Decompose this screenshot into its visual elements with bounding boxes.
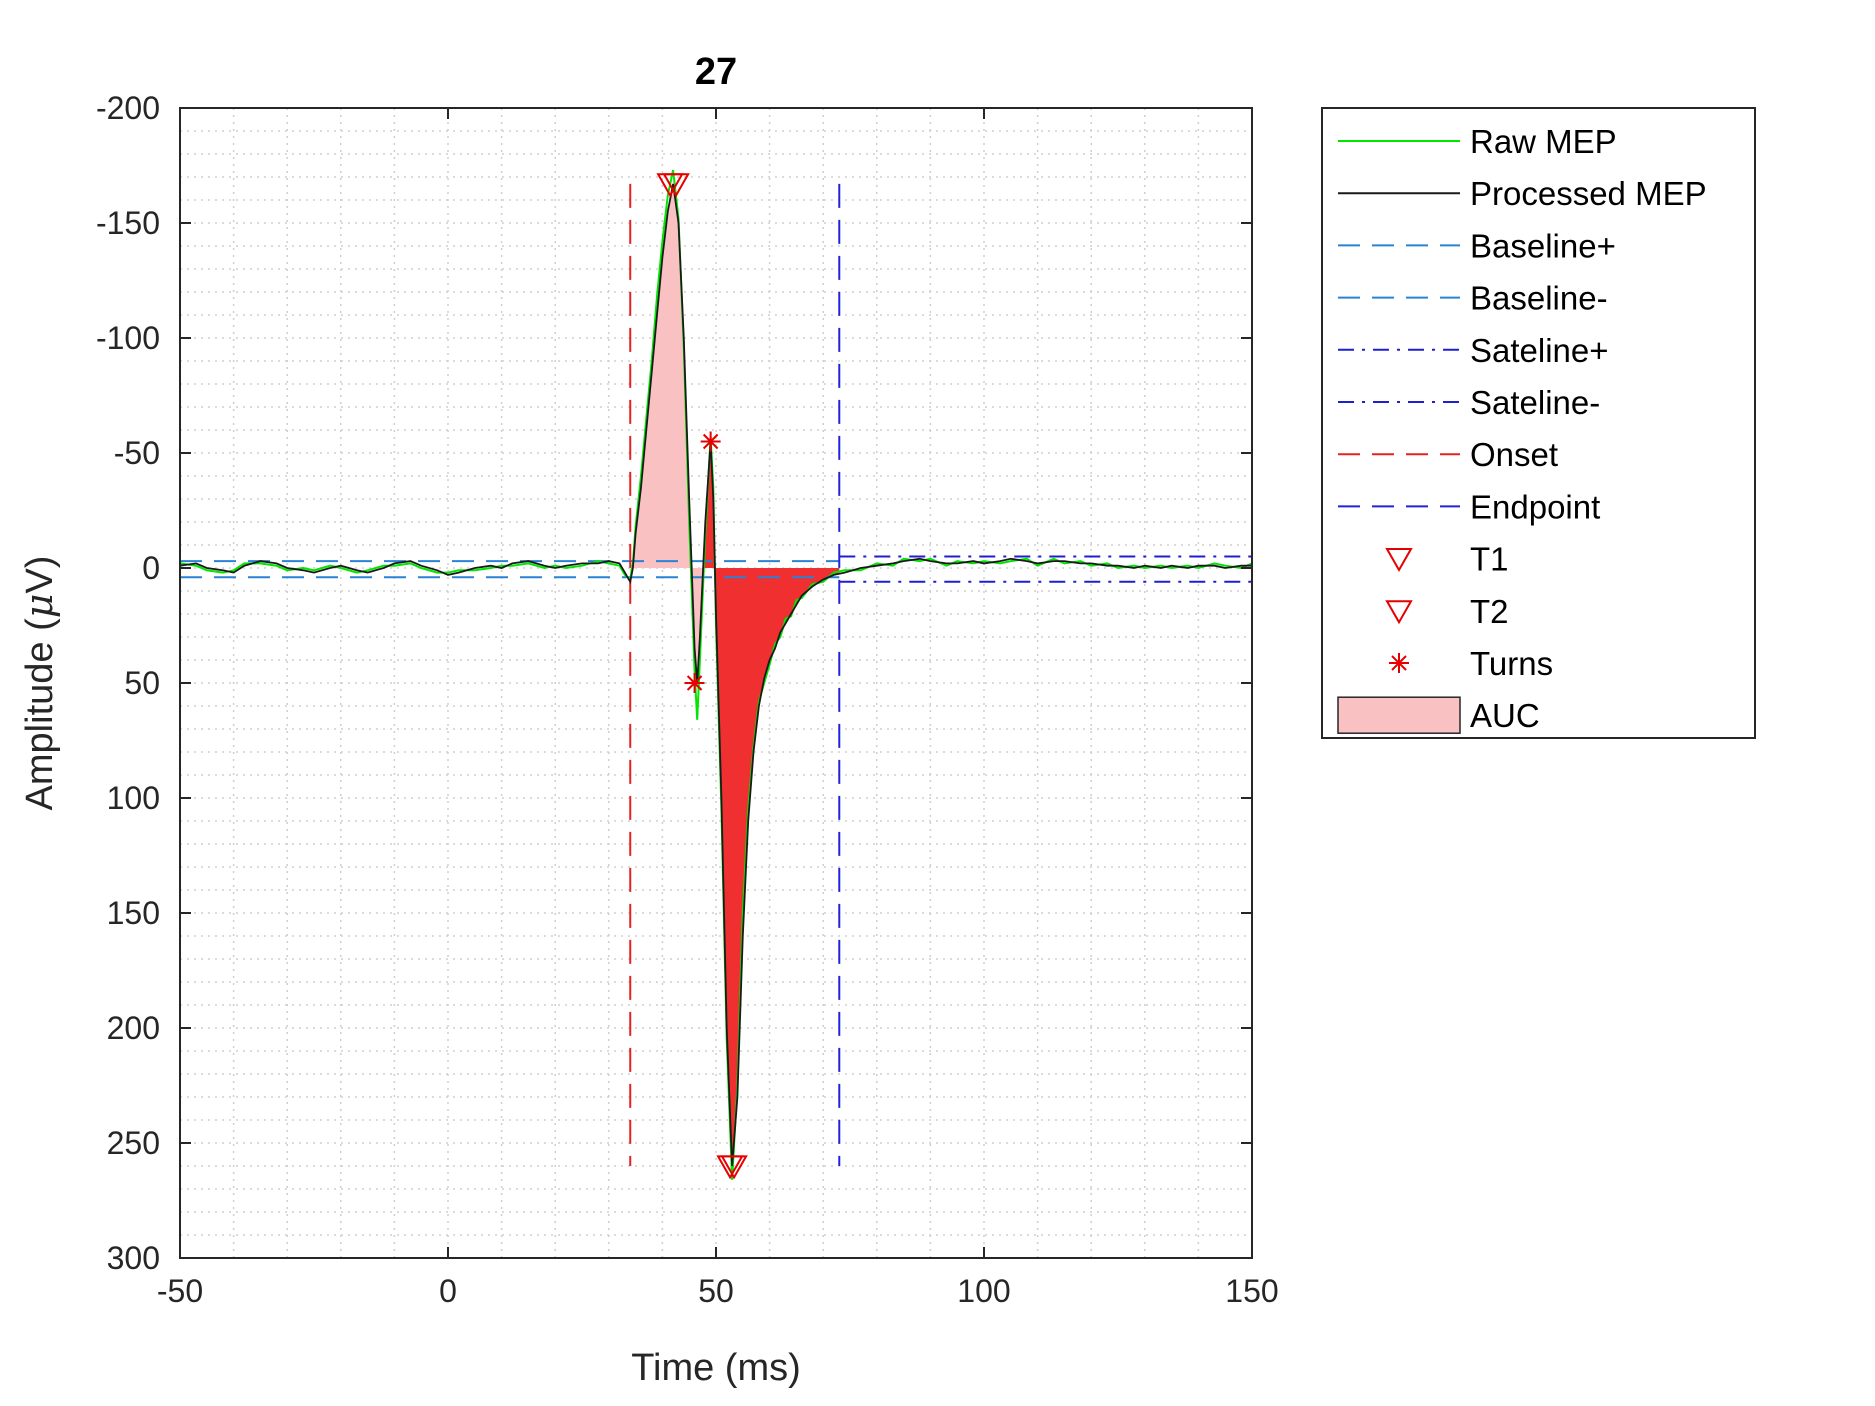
legend-swatch-t1 — [1385, 548, 1413, 573]
t2-marker — [716, 1155, 744, 1180]
x-axis-title: Time (ms) — [631, 1347, 801, 1389]
legend-label-auc: AUC — [1470, 697, 1540, 734]
legend-label-turns: Turns — [1470, 645, 1553, 682]
y-tick-label: 150 — [107, 895, 160, 931]
auc-region — [632, 183, 692, 568]
chart-title: 27 — [695, 51, 737, 93]
legend-label-onset: Onset — [1470, 436, 1558, 473]
y-tick-label: 200 — [107, 1010, 160, 1046]
x-tick-label: 50 — [698, 1273, 734, 1309]
auc-region — [691, 568, 704, 683]
ticks: -50 0 50 100 150 -200 -150 -100 -50 0 50 100 150 200 2… — [96, 90, 1279, 1309]
legend-swatch-turns — [1389, 653, 1409, 673]
legend-box — [1321, 107, 1756, 739]
markers — [656, 173, 748, 1180]
y-tick-label: 300 — [107, 1240, 160, 1276]
y-tick-label: -200 — [96, 90, 160, 126]
legend-label-endpoint: Endpoint — [1470, 488, 1600, 525]
legend-label-baseline_minus: Baseline- — [1470, 280, 1608, 317]
legend-swatch-auc — [1337, 696, 1461, 734]
y-tick-label: -150 — [96, 205, 160, 241]
legend-label-sateline_minus: Sateline- — [1470, 384, 1600, 421]
y-axis-title-unit: V) — [19, 556, 61, 594]
y-axis-title: Amplitude (μV) — [17, 556, 61, 811]
auc-region — [714, 568, 840, 1166]
x-tick-label: -50 — [157, 1273, 203, 1309]
legend: Raw MEP Processed MEP Baseline+ Baseline- Sa… — [1321, 107, 1756, 739]
y-tick-label: 250 — [107, 1125, 160, 1161]
x-tick-label: 150 — [1225, 1273, 1278, 1309]
t1-marker — [662, 173, 690, 198]
y-tick-label: 100 — [107, 780, 160, 816]
legend-label-baseline_plus: Baseline+ — [1470, 227, 1616, 264]
y-tick-label: -50 — [114, 435, 160, 471]
turn-marker — [684, 673, 705, 693]
y-tick-label: 50 — [124, 665, 160, 701]
legend-label-sateline_plus: Sateline+ — [1470, 332, 1609, 369]
legend-label-t2: T2 — [1470, 593, 1509, 630]
auc-fill — [630, 183, 840, 1166]
legend-label-t1: T1 — [1470, 541, 1509, 578]
turn-marker — [700, 431, 721, 452]
y-tick-label: -100 — [96, 320, 160, 356]
y-axis-title-mu: μ — [17, 594, 61, 619]
x-tick-label: 100 — [957, 1273, 1010, 1309]
y-axis-title-main: Amplitude ( — [19, 618, 61, 811]
legend-swatch-t2 — [1385, 600, 1413, 625]
legend-label-processed: Processed MEP — [1470, 175, 1707, 212]
legend-label-raw: Raw MEP — [1470, 123, 1617, 160]
x-tick-label: 0 — [439, 1273, 457, 1309]
y-tick-label: 0 — [142, 550, 160, 586]
reference-lines — [180, 183, 1252, 1166]
